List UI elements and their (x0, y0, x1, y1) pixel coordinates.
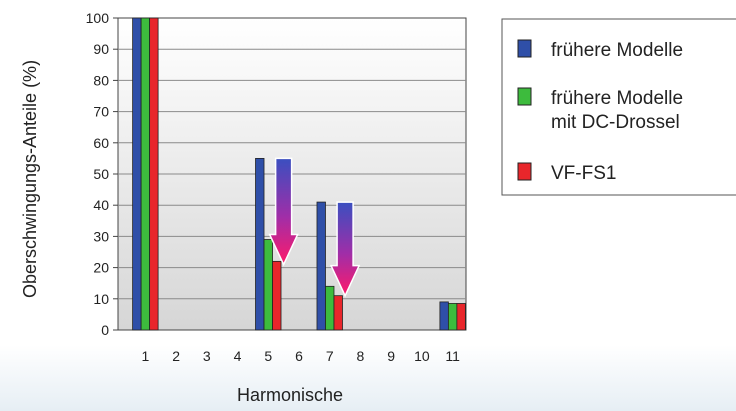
gridlines (118, 48, 466, 300)
x-tick-label-10: 10 (414, 348, 430, 364)
reduction-arrows (268, 157, 361, 298)
bar-2-h11 (447, 303, 458, 331)
x-axis-title: Harmonische (237, 385, 343, 405)
y-tick-label-60: 60 (93, 135, 109, 151)
legend-label-line: frühere Modelle (551, 88, 683, 109)
reduction-arrow-2 (329, 201, 361, 298)
bar-2-h1 (140, 17, 151, 331)
bar-3-h7 (333, 295, 343, 331)
x-tick-label-5: 5 (264, 348, 272, 364)
legend-swatch-1 (517, 39, 532, 58)
legend-swatch-2 (517, 87, 532, 106)
y-tick-label-100: 100 (86, 10, 110, 26)
bar-2-h5 (263, 239, 273, 331)
legend-label-2: frühere Modelle mit DC-Drossel (551, 88, 683, 133)
y-axis-title: Oberschwingungs-Anteile (%) (20, 60, 40, 298)
bars (132, 17, 466, 331)
y-tick-label-70: 70 (93, 104, 109, 120)
legend-box (501, 18, 736, 196)
legend-label-line: VF-FS1 (551, 163, 616, 184)
bar-1-h11 (439, 301, 449, 331)
y-tick-label-50: 50 (93, 166, 109, 182)
y-tick-label-0: 0 (101, 322, 109, 338)
y-tick-label-80: 80 (93, 72, 109, 88)
y-tick-label-90: 90 (93, 41, 109, 57)
x-tick-label-4: 4 (234, 348, 242, 364)
y-tick-label-40: 40 (93, 197, 109, 213)
bar-1-h7 (316, 201, 326, 331)
x-tick-label-8: 8 (357, 348, 365, 364)
reduction-arrow-1 (268, 157, 299, 267)
legend-label-3: VF-FS1 (551, 163, 616, 184)
x-tick-label-11: 11 (445, 348, 460, 364)
bar-3-h1 (149, 17, 159, 331)
y-tick-label-10: 10 (93, 291, 109, 307)
bar-3-h5 (272, 260, 282, 331)
x-axis-ticks: 1 2 3 4 5 6 7 8 9 10 11 (141, 348, 460, 364)
x-tick-label-3: 3 (203, 348, 211, 364)
legend-label-line: mit DC-Drossel (551, 112, 680, 133)
x-tick-label-7: 7 (326, 348, 334, 364)
x-tick-label-2: 2 (172, 348, 180, 364)
bar-2-h7 (325, 285, 335, 331)
bar-3-h11 (456, 303, 466, 331)
x-tick-label-6: 6 (295, 348, 303, 364)
x-tick-label-9: 9 (387, 348, 395, 364)
y-axis-ticks: 0 10 20 30 40 50 60 70 80 90 100 (86, 10, 118, 338)
y-tick-label-30: 30 (93, 228, 109, 244)
y-tick-label-20: 20 (93, 260, 109, 276)
legend-label-line: frühere Modelle (551, 40, 683, 61)
bar-1-h1 (132, 17, 142, 331)
legend-label-1: frühere Modelle (551, 40, 683, 61)
legend: frühere Modelle frühere Modelle mit DC-Dro… (501, 18, 736, 196)
bar-1-h5 (255, 157, 265, 331)
x-tick-label-1: 1 (141, 348, 149, 364)
legend-swatch-3 (517, 162, 532, 181)
